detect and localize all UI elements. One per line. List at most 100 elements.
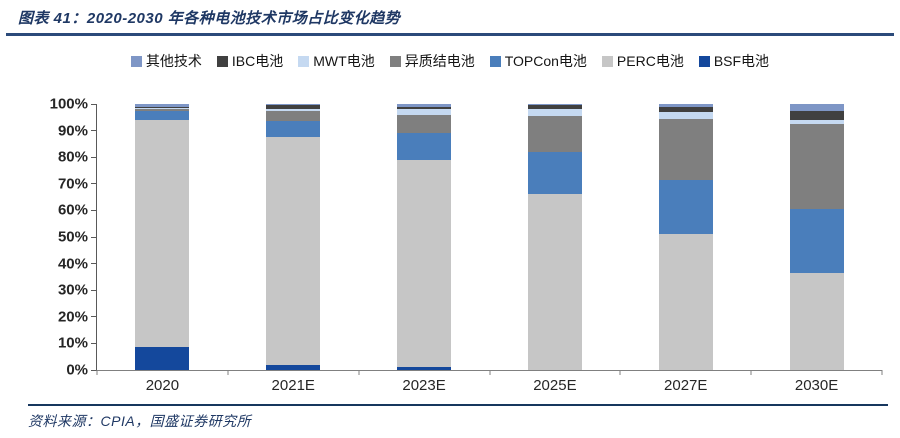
- bars-container: [97, 104, 882, 370]
- bar-segment-其他技术-2030E: [789, 104, 844, 111]
- x-axis-label-2027E: 2027E: [664, 377, 708, 394]
- bar-segment-MWT电池-2027E: [658, 112, 713, 119]
- chart-title: 图表 41：2020-2030 年各种电池技术市场占比变化趋势: [18, 10, 401, 27]
- bar-segment-其他技术-2020: [135, 104, 190, 107]
- bar-slot-2021E: [228, 104, 359, 370]
- legend-label: PERC电池: [616, 53, 684, 69]
- bar-segment-MWT电池-2020: [135, 108, 190, 110]
- y-axis-tick-label: 0%: [66, 361, 88, 379]
- legend-item-TOPCon电池: TOPCon电池: [489, 51, 587, 71]
- legend-item-其他技术: 其他技术: [130, 51, 202, 71]
- x-axis-tick-mark: [96, 370, 98, 375]
- y-axis-tick-label: 90%: [57, 122, 88, 140]
- y-axis-tick-mark: [91, 289, 97, 291]
- x-axis-tick-mark: [881, 370, 883, 375]
- legend-label: 异质结电池: [404, 53, 475, 69]
- y-axis-tick-mark: [91, 369, 97, 371]
- y-axis-tick-mark: [91, 236, 97, 238]
- y-axis-tick-mark: [91, 209, 97, 211]
- legend-item-异质结电池: 异质结电池: [389, 51, 475, 71]
- x-axis-label-2021E: 2021E: [271, 377, 315, 394]
- y-axis-tick-mark: [91, 183, 97, 185]
- legend-swatch-icon: [216, 55, 228, 67]
- y-axis-tick-label: 20%: [57, 308, 88, 326]
- stacked-bar-2023E: [397, 104, 452, 370]
- x-axis-label-2023E: 2023E: [402, 377, 446, 394]
- x-axis-tick-mark: [358, 370, 360, 375]
- bar-segment-PERC电池-2025E: [527, 194, 582, 370]
- y-axis-tick-label: 100%: [49, 95, 88, 113]
- x-axis-label-2020: 2020: [145, 377, 180, 394]
- bar-slot-2025E: [489, 104, 620, 370]
- y-axis-tick-label: 60%: [57, 201, 88, 219]
- x-axis-tick-mark: [489, 370, 490, 375]
- y-axis-tick-label: 50%: [57, 228, 88, 246]
- bar-segment-TOPCon电池-2027E: [658, 179, 713, 235]
- x-axis-labels: 2020 2021E 2023E 2025E 2027E 2030E: [97, 377, 882, 394]
- footer-divider: [28, 404, 888, 406]
- legend-swatch-icon: [698, 55, 710, 67]
- stacked-bar-2030E: [789, 104, 844, 370]
- bar-segment-TOPCon电池-2023E: [397, 133, 452, 160]
- bar-segment-BSF电池-2020: [135, 347, 190, 370]
- bar-segment-TOPCon电池-2021E: [266, 121, 321, 138]
- bar-segment-IBC电池-2021E: [266, 105, 321, 110]
- legend-swatch-icon: [489, 55, 501, 67]
- bar-segment-IBC电池-2030E: [789, 110, 844, 120]
- chart-legend: 其他技术 IBC电池 MWT电池 异质结电池 TOPCon电池 PERC电池 BSF电池: [0, 51, 900, 71]
- bar-segment-其他技术-2025E: [527, 104, 582, 106]
- bar-segment-异质结电池-2021E: [266, 110, 321, 122]
- bar-segment-IBC电池-2027E: [658, 106, 713, 113]
- y-axis-tick-label: 80%: [57, 148, 88, 166]
- bar-segment-PERC电池-2020: [135, 119, 190, 348]
- legend-swatch-icon: [130, 55, 142, 67]
- bar-segment-PERC电池-2030E: [789, 272, 844, 370]
- bar-segment-TOPCon电池-2020: [135, 110, 190, 120]
- bar-segment-PERC电池-2027E: [658, 234, 713, 370]
- bar-slot-2030E: [751, 104, 882, 370]
- legend-label: MWT电池: [313, 53, 375, 69]
- stacked-bar-2025E: [527, 104, 582, 370]
- x-axis-tick-mark: [750, 370, 752, 375]
- bar-segment-MWT电池-2023E: [397, 109, 452, 115]
- bar-segment-异质结电池-2020: [135, 109, 190, 111]
- bar-segment-异质结电池-2023E: [397, 114, 452, 134]
- bar-segment-PERC电池-2021E: [266, 137, 321, 365]
- legend-item-MWT电池: MWT电池: [298, 51, 375, 71]
- x-axis-label-2025E: 2025E: [533, 377, 577, 394]
- bar-segment-异质结电池-2030E: [789, 123, 844, 210]
- y-axis-tick-mark: [91, 316, 97, 318]
- bar-segment-异质结电池-2027E: [658, 118, 713, 180]
- bar-segment-其他技术-2023E: [397, 104, 452, 107]
- bar-segment-MWT电池-2021E: [266, 109, 321, 111]
- y-axis-tick-mark: [91, 263, 97, 265]
- stacked-bar-2021E: [266, 104, 321, 370]
- legend-item-PERC电池: PERC电池: [601, 51, 684, 71]
- y-axis-tick-mark: [91, 130, 97, 132]
- x-axis-tick-mark: [227, 370, 229, 375]
- legend-label: IBC电池: [231, 53, 284, 69]
- bar-segment-TOPCon电池-2025E: [527, 151, 582, 195]
- y-axis-tick-label: 10%: [57, 334, 88, 352]
- bar-segment-MWT电池-2025E: [527, 109, 582, 116]
- bar-segment-PERC电池-2023E: [397, 159, 452, 368]
- bar-segment-IBC电池-2025E: [527, 105, 582, 110]
- y-axis-tick-mark: [91, 342, 97, 344]
- y-axis-tick-label: 40%: [57, 255, 88, 273]
- bar-segment-BSF电池-2023E: [397, 367, 452, 370]
- bar-slot-2023E: [359, 104, 490, 370]
- legend-item-IBC电池: IBC电池: [216, 51, 284, 71]
- bar-slot-2027E: [620, 104, 751, 370]
- bar-segment-其他技术-2027E: [658, 104, 713, 107]
- bar-slot-2020: [97, 104, 228, 370]
- bar-segment-BSF电池-2021E: [266, 364, 321, 370]
- x-axis-label-2030E: 2030E: [794, 377, 839, 394]
- y-axis-tick-mark: [91, 103, 97, 105]
- source-note: 资料来源：CPIA，国盛证券研究所: [28, 413, 252, 429]
- title-divider: [6, 33, 894, 36]
- legend-label: 其他技术: [145, 53, 202, 69]
- y-axis-tick-mark: [91, 156, 97, 158]
- legend-swatch-icon: [389, 55, 401, 67]
- legend-swatch-icon: [601, 55, 613, 67]
- bar-segment-TOPCon电池-2030E: [789, 209, 844, 273]
